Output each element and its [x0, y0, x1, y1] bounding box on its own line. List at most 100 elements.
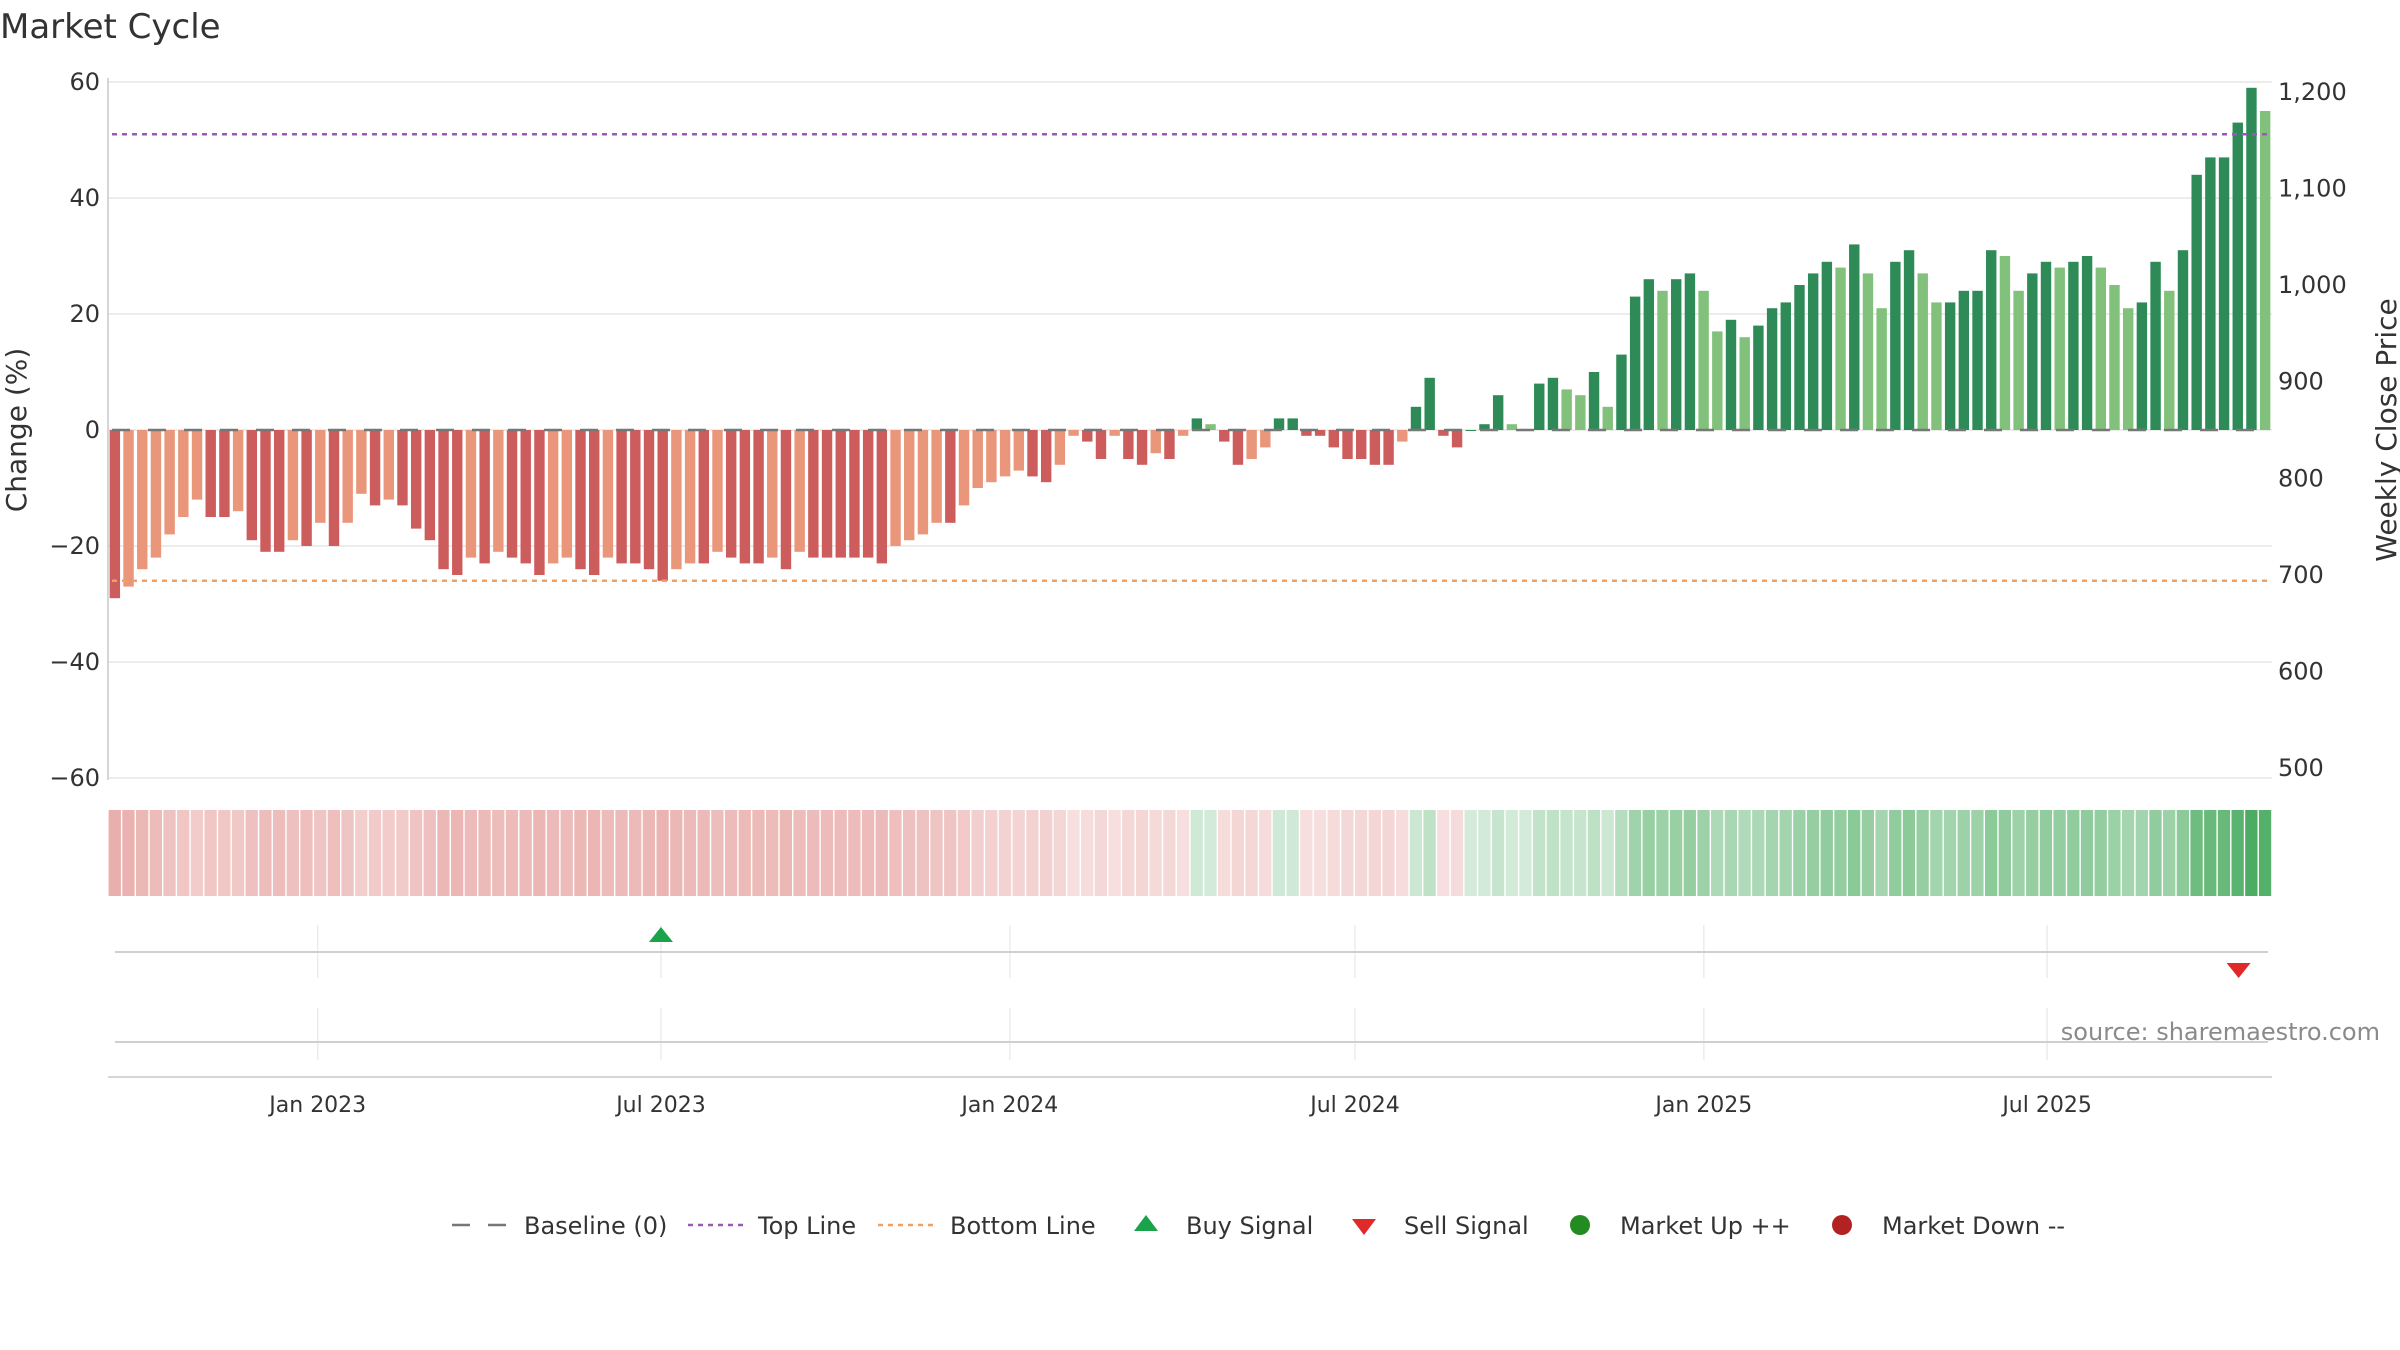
- heat-cell: [670, 810, 683, 896]
- heat-cell: [1217, 810, 1231, 896]
- change-bar: [1876, 308, 1887, 430]
- change-bar: [479, 430, 490, 564]
- change-bar: [205, 430, 216, 517]
- heat-cell: [1259, 810, 1272, 896]
- heat-cell: [478, 810, 491, 896]
- heat-cell: [875, 810, 888, 896]
- change-bar: [438, 430, 449, 570]
- heat-cell: [1889, 810, 1902, 896]
- change-bar: [315, 430, 326, 523]
- change-bar: [561, 430, 573, 558]
- y-tick-right: 500: [2278, 754, 2324, 782]
- heat-cell: [177, 810, 190, 896]
- heat-cell: [2204, 810, 2217, 896]
- legend-down-swatch: [1832, 1215, 1852, 1235]
- heat-cell: [341, 810, 354, 896]
- change-bar: [369, 430, 381, 506]
- change-bar: [1794, 285, 1805, 430]
- change-bar: [1082, 430, 1093, 442]
- heat-cell: [382, 810, 395, 896]
- heat-cell: [1998, 810, 2011, 896]
- change-bar: [219, 430, 230, 517]
- change-bar: [671, 430, 682, 570]
- heat-cell: [1053, 810, 1066, 896]
- x-axis: Jan 2023 Jul 2023 Jan 2024 Jul 2024 Jan 2025…: [108, 1076, 2272, 1118]
- heat-cell: [902, 810, 916, 896]
- heat-cell: [1423, 810, 1436, 896]
- change-bar: [273, 430, 285, 552]
- heat-cell: [1122, 810, 1135, 896]
- heat-cell: [629, 810, 642, 896]
- heat-cell: [1793, 810, 1806, 896]
- heat-cell: [190, 810, 204, 896]
- y-tick-right: 600: [2278, 657, 2324, 685]
- change-bar: [1177, 430, 1189, 436]
- change-bar: [1753, 325, 1764, 430]
- change-bar: [2054, 267, 2065, 430]
- change-bar: [1109, 430, 1120, 436]
- change-bar: [767, 430, 778, 558]
- market-panel: [115, 1008, 2268, 1060]
- change-bar: [835, 430, 846, 558]
- heat-cell: [1094, 810, 1108, 896]
- change-bar: [1410, 406, 1422, 430]
- change-bar: [1068, 430, 1079, 436]
- change-bar: [2177, 250, 2189, 430]
- y-axis-title-right: Weekly Close Price: [2370, 298, 2400, 561]
- heat-cell: [1464, 810, 1477, 896]
- change-bar: [1629, 296, 1641, 430]
- change-bar: [602, 430, 614, 558]
- heat-cell: [2108, 810, 2121, 896]
- heat-cell: [1738, 810, 1751, 896]
- heat-cell: [1067, 810, 1080, 896]
- heat-cell: [1984, 810, 1998, 896]
- heat-cell: [1012, 810, 1025, 896]
- change-bar: [1492, 395, 1504, 430]
- change-bar: [1232, 430, 1244, 465]
- y-tick-right: 800: [2278, 464, 2324, 492]
- change-bar: [1766, 308, 1778, 430]
- legend-label-sell: Sell Signal: [1404, 1212, 1529, 1240]
- change-bar: [1013, 430, 1025, 471]
- heat-cell: [615, 810, 628, 896]
- change-bar: [547, 430, 559, 564]
- heat-cell: [998, 810, 1012, 896]
- heat-cell: [587, 810, 601, 896]
- heat-cell: [546, 810, 560, 896]
- change-bar: [1684, 273, 1696, 430]
- change-bar: [232, 430, 244, 512]
- heat-cell: [1026, 810, 1039, 896]
- change-bar: [1273, 418, 1285, 430]
- heat-cell: [108, 810, 121, 896]
- change-bar: [123, 430, 134, 587]
- change-bar: [753, 430, 764, 564]
- change-bar: [1342, 430, 1353, 459]
- change-bar: [2205, 157, 2216, 430]
- heat-cell: [1272, 810, 1286, 896]
- x-tick-label: Jan 2024: [959, 1093, 1058, 1118]
- heat-cell: [985, 810, 998, 896]
- change-bar: [2068, 261, 2079, 430]
- heat-cell: [519, 810, 532, 896]
- heat-cell: [1354, 810, 1368, 896]
- y-axis-title-left: Change (%): [0, 348, 33, 513]
- change-bar: [794, 430, 805, 552]
- change-bar: [616, 430, 627, 564]
- legend-item-buy: Buy Signal: [1134, 1212, 1313, 1240]
- heat-cell: [683, 810, 697, 896]
- change-bar: [2027, 273, 2038, 430]
- change-bar: [397, 430, 408, 506]
- change-bar: [1355, 430, 1367, 459]
- change-bar: [1369, 430, 1381, 465]
- heat-cell: [451, 810, 464, 896]
- source-label: source: sharemaestro.com: [2061, 1018, 2380, 1046]
- heat-cell: [149, 810, 162, 896]
- change-bar: [575, 430, 586, 570]
- heat-cell: [1081, 810, 1094, 896]
- change-bar: [698, 430, 709, 564]
- heat-cell: [1875, 810, 1888, 896]
- change-bar: [2191, 174, 2202, 430]
- heat-cell: [1601, 810, 1614, 896]
- change-bar: [493, 430, 504, 552]
- heat-cell: [1806, 810, 1820, 896]
